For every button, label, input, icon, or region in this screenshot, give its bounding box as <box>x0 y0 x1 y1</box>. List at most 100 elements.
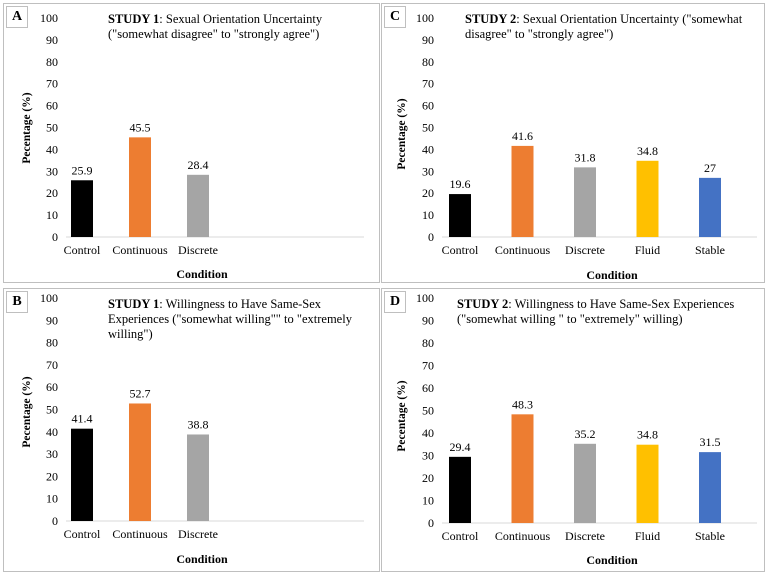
y-tick-label: 70 <box>422 77 434 91</box>
y-tick-label: 40 <box>46 425 58 439</box>
y-tick-label: 20 <box>46 469 58 483</box>
bar-continuous <box>129 137 151 237</box>
chart-title-text: : Willingness to Have Same-Sex Experienc… <box>108 297 352 341</box>
bar-stable <box>699 177 721 237</box>
x-tick-label: Discrete <box>178 527 218 541</box>
y-tick-label: 0 <box>52 230 58 244</box>
panel-letter: C <box>384 6 406 28</box>
data-label: 28.4 <box>188 158 209 172</box>
y-tick-label: 90 <box>422 314 434 328</box>
y-tick-label: 30 <box>46 164 58 178</box>
y-tick-label: 50 <box>46 121 58 135</box>
y-tick-label: 10 <box>46 492 58 506</box>
chart-title-study: STUDY 2 <box>457 297 509 311</box>
chart-title-study: STUDY 1 <box>108 297 160 311</box>
bar-continuous <box>129 403 151 521</box>
y-tick-label: 80 <box>46 336 58 350</box>
x-tick-label: Fluid <box>635 243 660 257</box>
x-tick-label: Discrete <box>565 529 605 543</box>
y-tick-label: 20 <box>46 186 58 200</box>
y-tick-label: 50 <box>422 404 434 418</box>
bar-discrete <box>574 443 596 523</box>
y-tick-label: 10 <box>422 208 434 222</box>
data-label: 34.8 <box>637 144 658 158</box>
x-axis-label: Condition <box>176 267 228 281</box>
x-tick-label: Discrete <box>565 243 605 257</box>
y-tick-label: 80 <box>422 55 434 69</box>
chart-title: STUDY 1: Sexual Orientation Uncertainty … <box>108 12 368 42</box>
chart-plot: 0 10 20 30 40 50 60 70 80 90 100 41.4 Control 52.7 Con… <box>40 291 364 541</box>
chart-title-study: STUDY 2 <box>465 12 517 26</box>
y-tick-label: 40 <box>422 142 434 156</box>
y-tick-label: 100 <box>416 11 434 25</box>
data-label: 52.7 <box>130 386 151 400</box>
bar-discrete <box>574 167 596 237</box>
bar-discrete <box>187 434 209 521</box>
data-label: 31.8 <box>575 150 596 164</box>
chart-panel-c: C STUDY 2: Sexual Orientation Uncertaint… <box>381 3 765 283</box>
data-label: 35.2 <box>575 427 596 441</box>
chart-title: STUDY 1: Willingness to Have Same-Sex Ex… <box>108 297 378 342</box>
bar-discrete <box>187 174 209 237</box>
y-tick-label: 50 <box>422 121 434 135</box>
panel-letter: D <box>384 291 406 313</box>
y-tick-label: 80 <box>422 336 434 350</box>
y-tick-label: 70 <box>422 359 434 373</box>
y-tick-label: 80 <box>46 55 58 69</box>
data-label: 25.9 <box>72 163 93 177</box>
bar-fluid <box>636 160 659 237</box>
y-tick-label: 100 <box>40 291 58 305</box>
chart-panel-b: B STUDY 1: Willingness to Have Same-Sex … <box>3 288 380 572</box>
x-tick-label: Discrete <box>178 243 218 257</box>
chart-plot: 0 10 20 30 40 50 60 70 80 90 100 29.4 Control 48.3 Con… <box>416 291 757 543</box>
x-tick-label: Control <box>442 243 479 257</box>
x-axis-label: Condition <box>586 553 638 567</box>
bar-control <box>71 180 93 237</box>
chart-title-text: : Willingness to Have Same-Sex Experienc… <box>457 297 735 326</box>
y-tick-label: 60 <box>46 380 58 394</box>
y-tick-label: 70 <box>46 77 58 91</box>
y-tick-label: 60 <box>422 99 434 113</box>
y-tick-label: 30 <box>46 447 58 461</box>
data-label: 31.5 <box>700 435 721 449</box>
y-tick-label: 100 <box>416 291 434 305</box>
data-label: 27 <box>704 161 716 175</box>
y-tick-label: 40 <box>46 142 58 156</box>
x-tick-label: Fluid <box>635 529 660 543</box>
chart-title-text: : Sexual Orientation Uncertainty ("somew… <box>465 12 743 41</box>
chart-plot: 0 10 20 30 40 50 60 70 80 90 100 25.9 Control 45.5 Con… <box>40 11 364 257</box>
x-tick-label: Continuous <box>112 243 168 257</box>
y-tick-label: 0 <box>428 516 434 530</box>
data-label: 38.8 <box>188 417 209 431</box>
panel-letter: A <box>6 6 28 28</box>
data-label: 45.5 <box>130 120 151 134</box>
x-tick-label: Control <box>64 243 101 257</box>
data-label: 19.6 <box>450 177 471 191</box>
x-axis-label: Condition <box>176 552 228 566</box>
y-tick-label: 20 <box>422 471 434 485</box>
y-tick-label: 100 <box>40 11 58 25</box>
x-tick-label: Stable <box>695 529 725 543</box>
y-tick-label: 20 <box>422 186 434 200</box>
y-tick-label: 90 <box>422 33 434 47</box>
bar-fluid <box>636 444 659 523</box>
y-tick-label: 0 <box>52 514 58 528</box>
y-tick-label: 60 <box>46 99 58 113</box>
chart-plot: 0 10 20 30 40 50 60 70 80 90 100 19.6 Control 41.6 Con… <box>416 11 757 257</box>
chart-title: STUDY 2: Sexual Orientation Uncertainty … <box>465 12 755 42</box>
bar-continuous <box>511 414 534 523</box>
panel-letter: B <box>6 291 28 313</box>
x-tick-label: Continuous <box>495 529 551 543</box>
y-tick-label: 90 <box>46 313 58 327</box>
y-tick-label: 30 <box>422 449 434 463</box>
chart-panel-d: D STUDY 2: Willingness to Have Same-Sex … <box>381 288 765 572</box>
bar-control <box>71 428 93 521</box>
x-tick-label: Continuous <box>112 527 168 541</box>
chart-title-study: STUDY 1 <box>108 12 160 26</box>
x-tick-label: Control <box>442 529 479 543</box>
chart-panel-a: A STUDY 1: Sexual Orientation Uncertaint… <box>3 3 380 283</box>
bar-control <box>449 194 471 237</box>
x-tick-label: Continuous <box>495 243 551 257</box>
x-tick-label: Control <box>64 527 101 541</box>
y-tick-label: 30 <box>422 164 434 178</box>
